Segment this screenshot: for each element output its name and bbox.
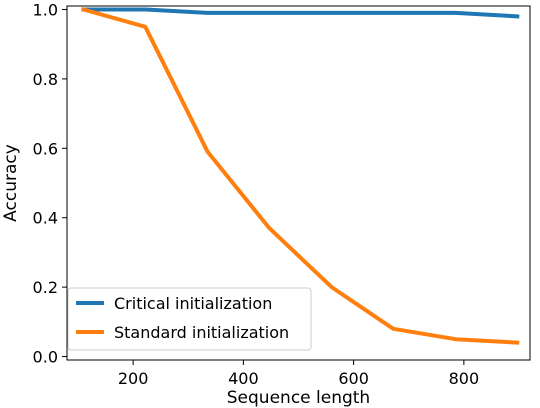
series-line-2 <box>81 7 520 345</box>
legend: Critical initialization Standard initiali… <box>67 287 312 351</box>
ticks-layer: 200 400 600 800 0.0 0.2 0.4 0.6 0.8 1.0 <box>33 0 480 388</box>
legend-label-2: Standard initialization <box>114 323 289 342</box>
series-layer <box>81 7 520 345</box>
series-line-1 <box>81 7 520 19</box>
y-tick-label: 0.6 <box>33 139 58 158</box>
y-tick-label: 0.8 <box>33 70 58 89</box>
y-tick-label: 0.2 <box>33 278 58 297</box>
y-axis-label: Accuracy <box>1 144 21 222</box>
y-tick-label: 0.0 <box>33 348 58 367</box>
x-tick-label: 800 <box>449 369 480 388</box>
x-tick-label: 600 <box>338 369 369 388</box>
x-axis-label: Sequence length <box>227 388 370 408</box>
x-tick-label: 400 <box>228 369 259 388</box>
x-tick-label: 200 <box>118 369 149 388</box>
legend-label-1: Critical initialization <box>114 294 272 313</box>
y-tick-label: 1.0 <box>33 0 58 19</box>
y-tick-label: 0.4 <box>33 209 58 228</box>
legend-box <box>67 287 312 351</box>
plot-frame <box>66 5 531 361</box>
